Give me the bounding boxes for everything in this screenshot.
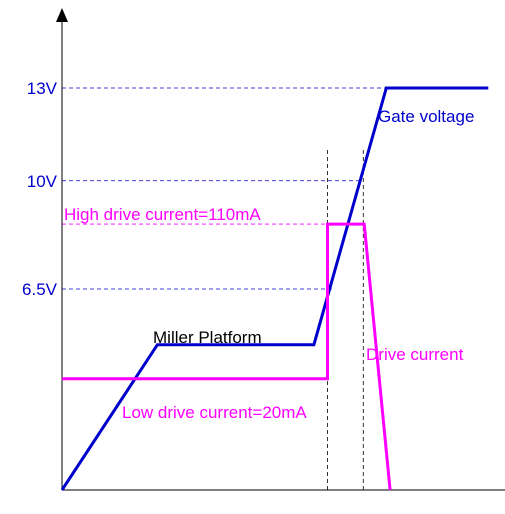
gate-voltage-line — [60, 86, 489, 491]
drive-current-line — [62, 222, 392, 491]
y-tick-label: 10V — [27, 172, 58, 191]
y-axis-arrowhead — [56, 8, 68, 22]
miller-platform-annotation: Miller Platform — [153, 328, 262, 347]
y-tick-label: 6.5V — [22, 280, 58, 299]
reference-lines — [62, 87, 387, 490]
series-lines — [60, 86, 489, 491]
y-tick-label: 13V — [27, 79, 58, 98]
y-tick-labels: 6.5V 10V 13V — [22, 79, 58, 299]
gate-voltage-series-label: Gate voltage — [378, 107, 474, 126]
high-drive-current-annotation: High drive current=110mA — [64, 205, 261, 224]
low-drive-current-annotation: Low drive current=20mA — [122, 403, 307, 422]
axes — [56, 8, 505, 491]
drive-current-series-label: Drive current — [366, 345, 464, 364]
